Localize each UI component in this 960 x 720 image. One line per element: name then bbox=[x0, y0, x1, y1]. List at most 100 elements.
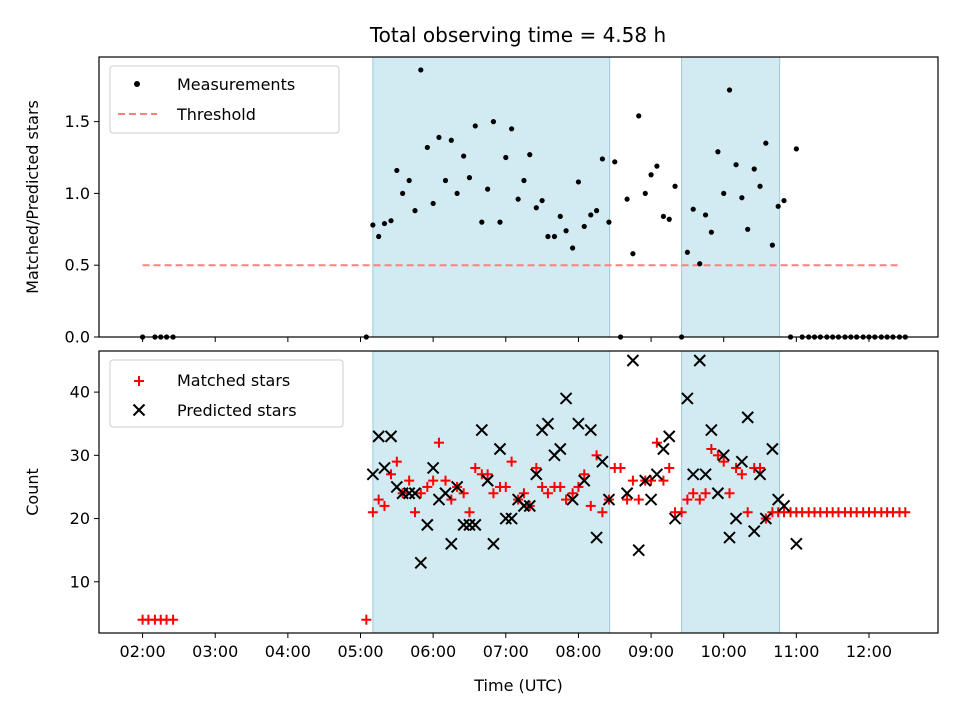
measurement-point bbox=[733, 162, 739, 168]
legend-predicted-marker bbox=[132, 403, 146, 417]
measurement-point bbox=[775, 203, 781, 209]
x-tick-label: 04:00 bbox=[265, 642, 311, 661]
measurement-point bbox=[557, 213, 563, 219]
predicted-star-point-b bbox=[766, 442, 779, 456]
measurement-point bbox=[570, 245, 576, 251]
predicted-star-point-b bbox=[414, 556, 428, 570]
measurement-point bbox=[515, 196, 521, 202]
measurement-point bbox=[726, 87, 733, 93]
top-shaded-intervals bbox=[372, 56, 781, 338]
matched-star-point bbox=[531, 462, 542, 473]
matched-star-point bbox=[464, 507, 475, 518]
predicted-star-point bbox=[530, 468, 543, 481]
predicted-star-point bbox=[372, 430, 385, 443]
bottom-y-axis-label: Count bbox=[23, 468, 42, 516]
predicted-star-point bbox=[559, 392, 573, 405]
measurement-point bbox=[599, 156, 606, 162]
predicted-star-point bbox=[414, 556, 428, 570]
matched-star-point bbox=[537, 481, 548, 492]
measurement-point bbox=[388, 218, 394, 224]
predicted-star-point-b bbox=[402, 487, 416, 500]
predicted-star-point-b bbox=[384, 430, 398, 443]
bottom-legend: Matched stars Predicted stars bbox=[109, 359, 344, 428]
predicted-star-point-b bbox=[559, 392, 573, 405]
predicted-star-point bbox=[475, 423, 489, 437]
measurement-point bbox=[418, 67, 424, 73]
matched-star-point bbox=[168, 614, 179, 625]
top-legend-box bbox=[109, 65, 340, 134]
measurement-point bbox=[654, 163, 660, 169]
measurement-point bbox=[708, 229, 714, 235]
matched-star-point bbox=[579, 469, 590, 480]
predicted-star-point bbox=[632, 543, 645, 557]
predicted-star-point-b bbox=[487, 537, 500, 551]
chart-title: Total observing time = 4.58 h bbox=[369, 23, 666, 47]
bottom-panel: 10 20 30 40 02:00 03:00 04:00 05:00 06:00 07:00 08… bbox=[23, 350, 939, 695]
predicted-star-point-b bbox=[554, 442, 567, 456]
matched-star-point bbox=[712, 450, 723, 461]
measurement-point bbox=[575, 179, 582, 185]
predicted-star-point-b bbox=[620, 487, 634, 500]
measurement-point bbox=[606, 219, 612, 225]
measurement-point bbox=[436, 134, 442, 141]
measurement-point bbox=[581, 223, 587, 230]
predicted-star-point-b bbox=[699, 468, 712, 481]
matched-star-point bbox=[422, 481, 433, 492]
shaded-interval-0 bbox=[372, 56, 611, 338]
predicted-star-point bbox=[626, 354, 640, 367]
legend-x bbox=[132, 403, 146, 417]
predicted-star-point bbox=[572, 417, 585, 430]
predicted-star-point bbox=[384, 430, 398, 443]
predicted-star-point bbox=[578, 474, 591, 487]
predicted-star-point-b bbox=[663, 430, 676, 443]
predicted-star-point bbox=[668, 512, 682, 525]
measurement-point bbox=[545, 233, 551, 240]
matched-star-point bbox=[700, 488, 711, 499]
measurement-point bbox=[588, 212, 594, 218]
predicted-star-point bbox=[469, 518, 482, 532]
predicted-star-point-b bbox=[541, 417, 555, 430]
matched-star-point bbox=[415, 488, 426, 499]
matched-star-point bbox=[755, 462, 766, 473]
top-y-axis-label: Matched/Predicted stars bbox=[23, 100, 42, 294]
matched-star-point bbox=[404, 475, 415, 486]
predicted-star-point bbox=[439, 487, 452, 500]
measurement-point bbox=[642, 190, 648, 197]
predicted-star-point bbox=[657, 442, 670, 456]
measurement-point bbox=[466, 175, 473, 181]
matched-star-point bbox=[633, 494, 644, 505]
legend-measurements-marker bbox=[134, 81, 140, 87]
predicted-star-point-b bbox=[657, 442, 670, 456]
predicted-star-point bbox=[487, 537, 500, 551]
matched-star-point bbox=[718, 456, 729, 467]
predicted-star-point bbox=[481, 474, 494, 487]
predicted-star-point bbox=[741, 411, 754, 424]
predicted-star-point-b bbox=[729, 512, 743, 525]
predicted-star-point bbox=[402, 487, 416, 500]
predicted-star-point-b bbox=[517, 499, 531, 513]
measurement-point bbox=[497, 219, 503, 225]
measurement-point bbox=[624, 196, 630, 202]
matched-star-point bbox=[440, 475, 451, 486]
predicted-star-point-b bbox=[771, 493, 785, 506]
matched-star-point bbox=[615, 462, 626, 473]
predicted-star-point bbox=[378, 461, 391, 475]
measurement-point bbox=[648, 172, 654, 178]
predicted-star-point bbox=[748, 524, 761, 538]
legend-matched-label: Matched stars bbox=[177, 371, 290, 390]
predicted-star-point bbox=[523, 499, 536, 513]
predicted-star-point-b bbox=[741, 411, 754, 424]
matched-star-point bbox=[506, 456, 517, 467]
matched-star-point bbox=[428, 475, 439, 486]
matched-star-point bbox=[591, 450, 602, 461]
matched-star-point bbox=[446, 494, 457, 505]
matched-star-point bbox=[361, 614, 372, 625]
predicted-star-point-b bbox=[390, 480, 404, 494]
matched-star-point bbox=[386, 469, 397, 480]
predicted-star-point-b bbox=[426, 461, 440, 475]
predicted-star-point-b bbox=[366, 468, 380, 481]
predicted-star-point-b bbox=[644, 493, 658, 506]
predicted-stars-points bbox=[366, 354, 803, 570]
predicted-star-point bbox=[753, 468, 767, 481]
predicted-star-point bbox=[590, 531, 603, 544]
